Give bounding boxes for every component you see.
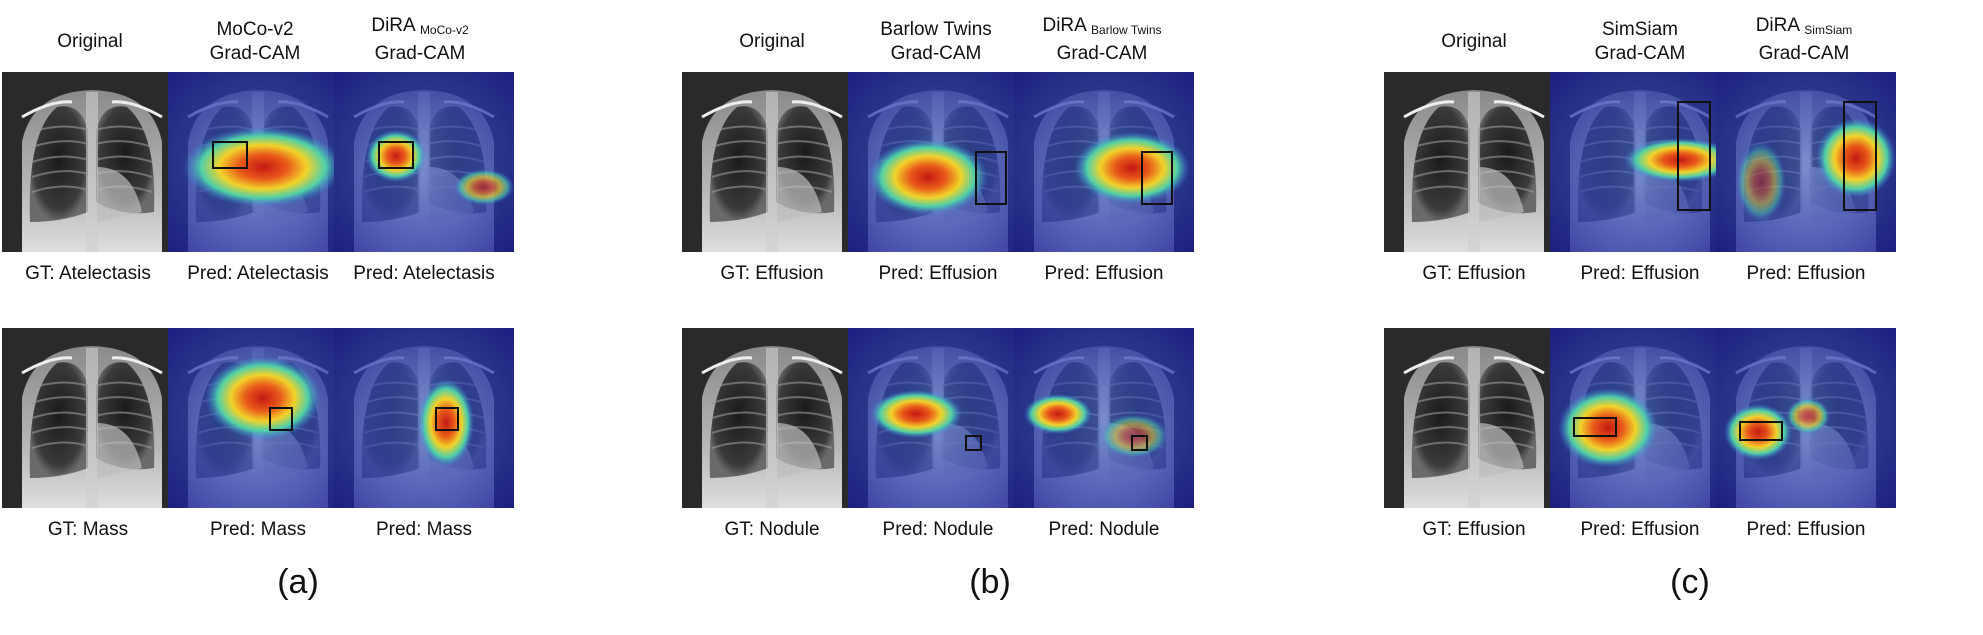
xray-image <box>2 72 182 252</box>
bounding-box <box>965 435 982 451</box>
bounding-box <box>1843 101 1877 211</box>
gradcam-heatmap-image <box>168 328 348 508</box>
image-caption: Pred: Nodule <box>882 519 994 540</box>
image-caption: Pred: Nodule <box>1048 519 1160 540</box>
bounding-box <box>212 141 248 169</box>
bounding-box <box>1573 417 1617 437</box>
gradcam-heatmap-image <box>1550 72 1730 252</box>
image-caption: GT: Atelectasis <box>25 263 151 284</box>
gradcam-heatmap-image <box>1716 328 1896 508</box>
xray-image <box>1384 72 1564 252</box>
column-title-simsiam-gradcam: SimSiam Grad-CAM <box>1594 19 1686 64</box>
xray-image <box>2 328 182 508</box>
gradcam-heatmap-image <box>1014 72 1194 252</box>
bounding-box <box>1131 435 1148 451</box>
panel-a: Original MoCo-v2 Grad-CAM DiRA MoCo-v2 Gra… <box>0 0 620 635</box>
column-title-original: Original <box>1441 31 1507 52</box>
bounding-box <box>975 151 1007 205</box>
column-title-original: Original <box>739 31 805 52</box>
column-title-dira-simsiam-gradcam: DiRA SimSiam Grad-CAM <box>1755 15 1853 64</box>
panel-c: Original SimSiam Grad-CAM DiRA SimSiam Gra… <box>1382 0 1982 635</box>
xray-image <box>1384 328 1564 508</box>
column-title-barlow-twins-gradcam: Barlow Twins Grad-CAM <box>880 19 992 64</box>
gradcam-heatmap-image <box>334 72 514 252</box>
gradcam-heatmap-image <box>334 328 514 508</box>
image-caption: Pred: Effusion <box>1044 263 1164 284</box>
gradcam-heatmap-image <box>168 72 348 252</box>
image-caption: Pred: Effusion <box>1580 263 1700 284</box>
image-caption: Pred: Mass <box>375 519 473 540</box>
column-title-dira-barlow-twins-gradcam: DiRA Barlow Twins Grad-CAM <box>1042 15 1162 64</box>
image-caption: GT: Effusion <box>720 263 824 284</box>
image-caption: Pred: Effusion <box>1580 519 1700 540</box>
panel-label: (a) <box>277 563 319 601</box>
column-title-dira-moco-gradcam: DiRA MoCo-v2 Grad-CAM <box>371 15 469 64</box>
image-caption: GT: Nodule <box>724 519 820 540</box>
image-caption: Pred: Effusion <box>1746 263 1866 284</box>
image-caption: Pred: Effusion <box>878 263 998 284</box>
panel-b: Original Barlow Twins Grad-CAM DiRA Barlo… <box>680 0 1300 635</box>
gradcam-heatmap-image <box>1550 328 1730 508</box>
image-caption: GT: Effusion <box>1422 263 1526 284</box>
panel-label: (b) <box>969 563 1011 601</box>
gradcam-heatmap-image <box>1716 72 1896 252</box>
image-caption: GT: Mass <box>47 519 129 540</box>
column-title-original: Original <box>57 31 123 52</box>
xray-image <box>682 72 862 252</box>
bounding-box <box>1677 101 1711 211</box>
gradcam-heatmap-image <box>1014 328 1194 508</box>
image-caption: Pred: Effusion <box>1746 519 1866 540</box>
bounding-box <box>378 141 414 169</box>
column-title-moco-gradcam: MoCo-v2 Grad-CAM <box>209 19 301 64</box>
gradcam-heatmap-image <box>848 328 1028 508</box>
image-caption: Pred: Atelectasis <box>187 263 329 284</box>
image-caption: GT: Effusion <box>1422 519 1526 540</box>
image-caption: Pred: Mass <box>209 519 307 540</box>
bounding-box <box>269 407 293 431</box>
bounding-box <box>1141 151 1173 205</box>
gradcam-heatmap-image <box>848 72 1028 252</box>
image-caption: Pred: Atelectasis <box>353 263 495 284</box>
xray-image <box>682 328 862 508</box>
panel-label: (c) <box>1670 563 1710 601</box>
bounding-box <box>1739 421 1783 441</box>
bounding-box <box>435 407 459 431</box>
